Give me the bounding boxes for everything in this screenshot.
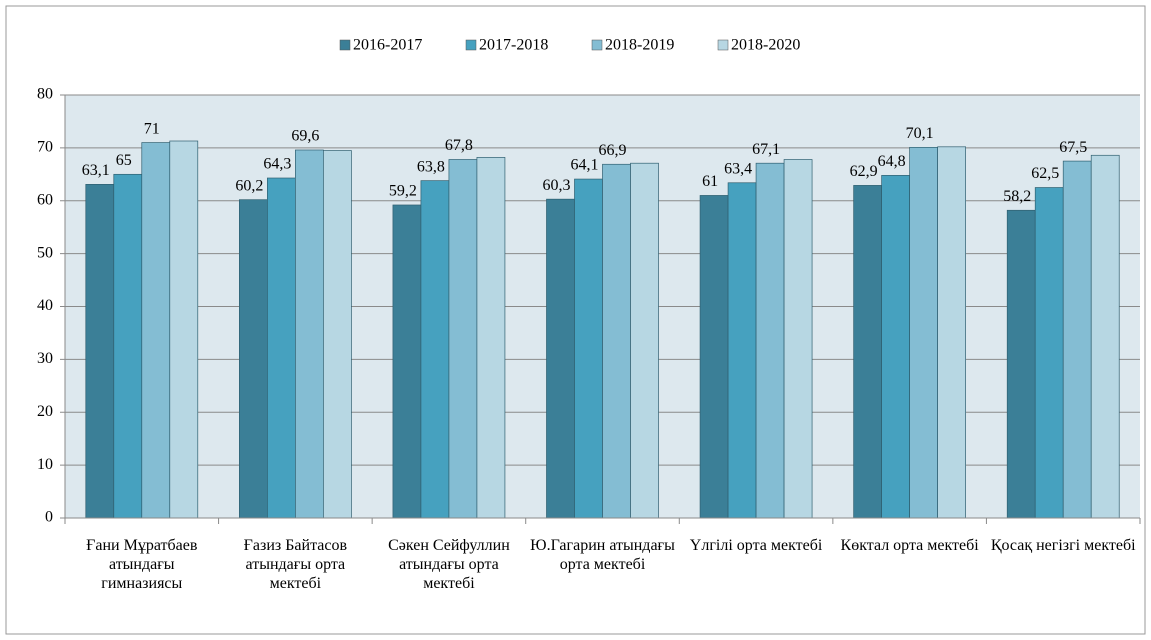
legend-swatch bbox=[465, 39, 477, 51]
x-tick-label: Үлгілі орта мектебі bbox=[689, 537, 823, 554]
value-label: 67,1 bbox=[752, 141, 780, 158]
y-tick-label: 20 bbox=[37, 403, 53, 420]
value-label: 67,8 bbox=[445, 137, 473, 154]
bar bbox=[476, 157, 506, 519]
value-label: 65 bbox=[116, 152, 132, 169]
value-label: 64,3 bbox=[263, 156, 291, 173]
y-tick-label: 40 bbox=[37, 297, 53, 314]
value-label: 63,8 bbox=[417, 158, 445, 175]
x-tick-label: Қосақ негізгі мектебі bbox=[990, 537, 1136, 554]
bar bbox=[323, 150, 352, 519]
bar bbox=[755, 162, 785, 519]
legend-swatch bbox=[591, 39, 603, 51]
legend-label: 2017-2018 bbox=[479, 37, 548, 54]
bar bbox=[699, 195, 729, 519]
value-label: 59,2 bbox=[389, 183, 417, 200]
bar bbox=[448, 159, 478, 519]
bar bbox=[546, 198, 575, 519]
value-label: 61 bbox=[702, 173, 718, 190]
y-tick-label: 70 bbox=[37, 139, 53, 156]
legend-label: 2018-2020 bbox=[731, 37, 800, 54]
x-tick-label: Көктал орта мектебі bbox=[840, 537, 979, 554]
bar bbox=[881, 175, 910, 519]
value-label: 69,6 bbox=[291, 128, 319, 145]
bar bbox=[239, 199, 268, 519]
value-label: 58,2 bbox=[1003, 188, 1031, 205]
value-label: 63,4 bbox=[724, 160, 752, 177]
value-label: 64,8 bbox=[878, 153, 906, 170]
legend-label: 2016-2017 bbox=[353, 37, 422, 54]
value-label: 70,1 bbox=[906, 125, 934, 142]
bar bbox=[937, 146, 966, 519]
value-label: 62,9 bbox=[850, 163, 878, 180]
x-tick-label: Сәкен Сейфуллин атындағы орта мектебі bbox=[388, 537, 510, 592]
bar bbox=[1034, 187, 1064, 519]
bar bbox=[602, 163, 631, 519]
bar bbox=[909, 146, 938, 519]
bar bbox=[141, 142, 171, 519]
bar bbox=[1090, 154, 1120, 519]
bar bbox=[727, 182, 757, 519]
y-tick-label: 80 bbox=[37, 86, 53, 103]
bar bbox=[85, 184, 115, 519]
bar bbox=[1062, 160, 1092, 519]
x-tick-label: Ғани Мұратбаев атындағы гимназиясы bbox=[86, 537, 198, 592]
bar bbox=[295, 149, 324, 519]
y-tick-label: 60 bbox=[37, 191, 53, 208]
x-tick-label: Ю.Гагарин атындағы орта мектебі bbox=[530, 537, 675, 573]
bar bbox=[630, 162, 659, 519]
bar bbox=[420, 180, 450, 519]
bar bbox=[169, 140, 199, 519]
y-tick-label: 10 bbox=[37, 456, 53, 473]
bar bbox=[113, 173, 143, 519]
bar bbox=[1006, 209, 1036, 519]
x-tick-label: Ғазиз Байтасов атындағы орта мектебі bbox=[243, 537, 348, 592]
y-tick-label: 30 bbox=[37, 350, 53, 367]
value-label: 60,2 bbox=[235, 177, 263, 194]
legend-swatch bbox=[717, 39, 729, 51]
value-label: 60,3 bbox=[543, 177, 571, 194]
y-tick-label: 50 bbox=[37, 244, 53, 261]
bar bbox=[783, 159, 813, 519]
value-label: 71 bbox=[144, 120, 160, 137]
legend-swatch bbox=[339, 39, 351, 51]
value-label: 62,5 bbox=[1031, 165, 1059, 182]
value-label: 63,1 bbox=[82, 162, 110, 179]
value-label: 64,1 bbox=[571, 157, 599, 174]
bar bbox=[392, 204, 422, 519]
value-label: 67,5 bbox=[1059, 139, 1087, 156]
bar bbox=[853, 185, 882, 519]
bar bbox=[574, 178, 603, 519]
legend-label: 2018-2019 bbox=[605, 37, 674, 54]
value-label: 66,9 bbox=[599, 142, 627, 159]
bar bbox=[267, 177, 296, 519]
y-tick-label: 0 bbox=[45, 509, 53, 526]
